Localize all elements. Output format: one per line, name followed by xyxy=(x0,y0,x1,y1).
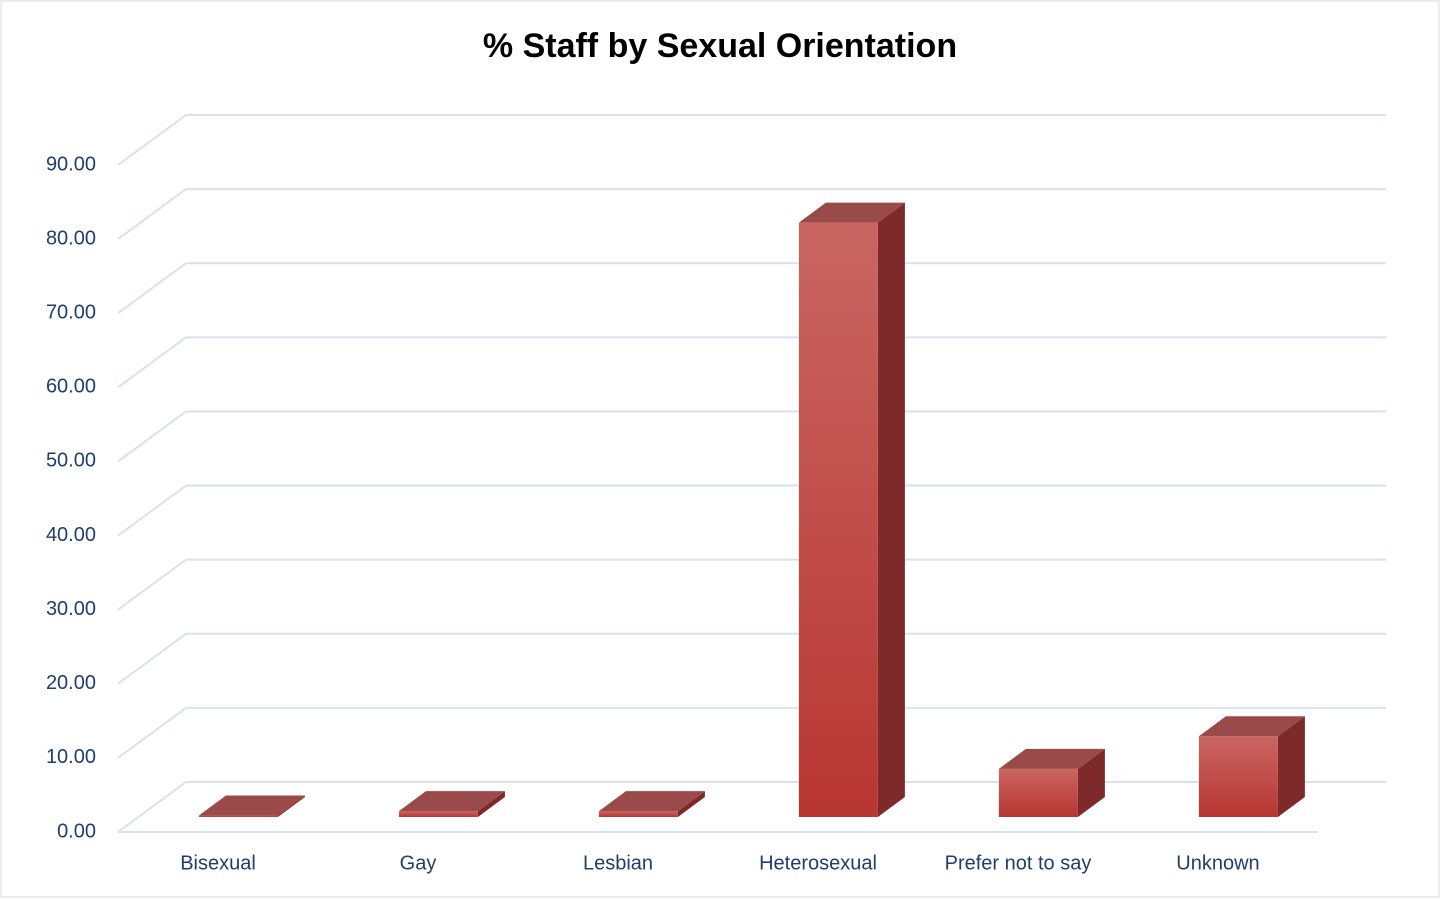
bar-top xyxy=(198,795,305,816)
y-tick-label: 0.00 xyxy=(57,820,96,842)
y-tick-label: 80.00 xyxy=(46,227,96,249)
x-tick-label: Prefer not to say xyxy=(945,852,1092,874)
grid-line xyxy=(117,781,187,833)
bar xyxy=(598,811,678,817)
bar-side xyxy=(1077,748,1105,817)
bar-side xyxy=(677,791,705,817)
bar xyxy=(1198,736,1278,817)
y-tick-label: 10.00 xyxy=(46,746,96,768)
grid-line xyxy=(117,484,187,537)
grid-line xyxy=(117,336,187,389)
y-tick-label: 50.00 xyxy=(46,450,96,472)
bar-side xyxy=(277,795,305,817)
bar-top xyxy=(398,791,505,812)
x-tick-label: Unknown xyxy=(1176,852,1259,874)
bar xyxy=(198,815,278,817)
bar-side xyxy=(477,791,505,817)
bar-top xyxy=(598,791,705,812)
grid-line xyxy=(117,188,187,240)
x-tick-label: Lesbian xyxy=(583,852,653,874)
x-tick-label: Gay xyxy=(400,852,437,874)
y-tick-label: 20.00 xyxy=(46,672,96,694)
bar-top xyxy=(998,748,1105,769)
y-tick-label: 40.00 xyxy=(46,524,96,546)
y-tick-label: 70.00 xyxy=(46,302,96,324)
bar-side xyxy=(877,202,905,817)
bar xyxy=(798,222,878,817)
bar-side xyxy=(1277,716,1305,817)
grid-line xyxy=(117,707,187,759)
y-tick-label: 90.00 xyxy=(46,153,96,175)
bar-top xyxy=(798,202,905,223)
chart-title: % Staff by Sexual Orientation xyxy=(483,27,957,65)
x-tick-label: Heterosexual xyxy=(759,852,877,874)
grid-line xyxy=(117,558,187,611)
bar xyxy=(398,811,478,817)
grid-line xyxy=(117,114,187,166)
grid-line xyxy=(117,410,187,463)
grid-line xyxy=(117,262,187,315)
grid-line xyxy=(117,632,187,685)
y-tick-label: 60.00 xyxy=(46,376,96,398)
y-tick-label: 30.00 xyxy=(46,598,96,620)
bar-top xyxy=(1198,716,1305,737)
bar xyxy=(998,768,1078,817)
x-tick-label: Bisexual xyxy=(180,852,256,874)
